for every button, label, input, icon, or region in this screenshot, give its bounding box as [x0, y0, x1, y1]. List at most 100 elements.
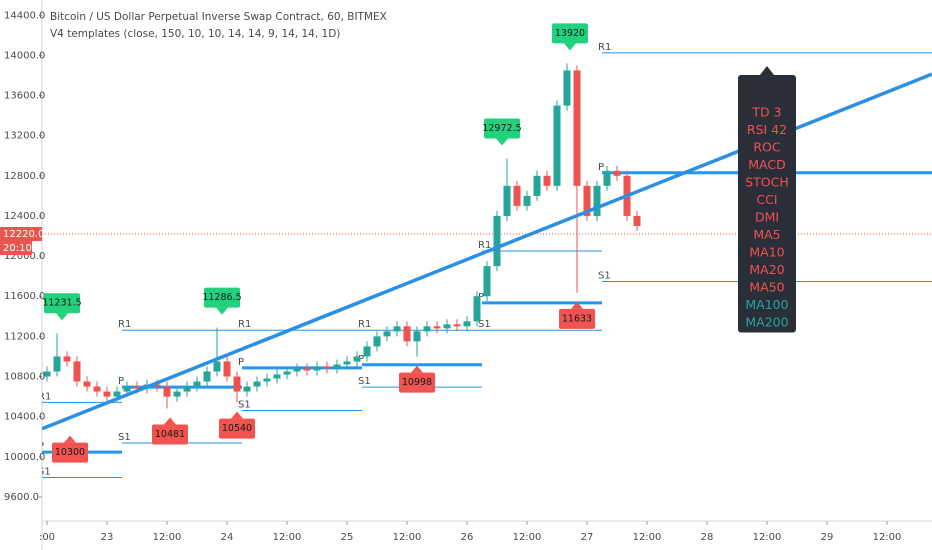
pivot-label: S1	[598, 270, 611, 281]
price-label-pointer	[411, 365, 423, 373]
pivot-label: P	[598, 162, 604, 173]
candle-body	[403, 326, 411, 342]
y-tick-label: 10400.0	[4, 412, 45, 423]
y-tick-label: 12400.0	[4, 211, 45, 222]
x-tick-label: 23	[101, 532, 114, 543]
x-tick-label: 25	[341, 532, 354, 543]
price-label-pointer	[231, 411, 243, 419]
price-label: 10481	[152, 417, 188, 445]
y-tick-label: 14400.0	[4, 10, 45, 21]
price-label: 10300	[52, 435, 88, 463]
last-price-box	[0, 227, 42, 242]
x-tick-label: 12:00	[633, 532, 662, 543]
price-label-text: 10481	[155, 429, 185, 440]
pivot-label: R1	[118, 319, 131, 330]
x-tick-label: 24	[221, 532, 234, 543]
indicator-text: MACD	[748, 157, 785, 172]
pivot-label: P	[118, 376, 124, 387]
candle-body	[153, 384, 161, 387]
candle-body	[633, 215, 641, 226]
price-label: 12972.5	[482, 118, 522, 146]
price-label: 11286.5	[202, 287, 242, 315]
candle-body	[463, 321, 471, 327]
price-label-text: 10540	[222, 423, 252, 434]
x-tick-label: 12:00	[753, 532, 782, 543]
y-tick-label: 12800.0	[4, 171, 45, 182]
price-label-box	[219, 418, 255, 439]
pivot-label: P	[478, 292, 484, 303]
price-label-pointer	[564, 43, 576, 51]
candle-body	[43, 371, 51, 377]
pivot-label: P	[38, 441, 44, 452]
indicator-text: MA50	[749, 280, 784, 295]
x-tick-label: 28	[701, 532, 714, 543]
panel-pointer	[760, 66, 774, 75]
pivot-label: P	[358, 354, 364, 365]
candle-body	[183, 386, 191, 392]
price-label-pointer	[164, 417, 176, 425]
pivot-label: S1	[118, 432, 131, 443]
price-label-box	[204, 287, 240, 308]
chart-title: Bitcoin / US Dollar Perpetual Inverse Sw…	[50, 11, 387, 23]
y-tick-label: 10000.0	[4, 452, 45, 463]
candle-body	[453, 324, 461, 327]
y-tick-label: 13600.0	[4, 91, 45, 102]
price-label-box	[52, 442, 88, 463]
candle-body	[303, 368, 311, 371]
indicator-text: DMI	[755, 210, 779, 225]
price-label-pointer	[571, 301, 583, 309]
indicator-text: TD 3	[751, 105, 781, 120]
y-tick-label: 10800.0	[4, 372, 45, 383]
candle-body	[373, 336, 381, 347]
indicator-text: CCI	[756, 192, 777, 207]
price-label: 11231.5	[42, 293, 82, 321]
price-label-text: 13920	[555, 28, 585, 39]
candle-body	[473, 296, 481, 322]
y-tick-label: 14000.0	[4, 50, 45, 61]
candle-body	[93, 386, 101, 392]
candle-body	[413, 331, 421, 342]
candle-body	[203, 371, 211, 382]
y-tick-label: 11200.0	[4, 331, 45, 342]
candle-body	[313, 366, 321, 371]
candle-body	[73, 361, 81, 382]
y-tick-label: 12000.0	[4, 251, 45, 262]
candle-body	[193, 381, 201, 387]
candle-body	[553, 105, 561, 186]
price-label-box	[152, 424, 188, 445]
candle-body	[383, 331, 391, 337]
indicator-text: STOCH	[745, 175, 789, 190]
candle-body	[513, 185, 521, 206]
pivot-label: S1	[478, 319, 491, 330]
candle-body	[523, 195, 531, 206]
candle-body	[283, 371, 291, 375]
price-label-text: 10300	[55, 447, 85, 458]
x-tick-label: 12:00	[513, 532, 542, 543]
plot-area: R1 P S1 R1 P S1 R1 P S1 R1 P S1 R1 P S1 R1 P S1	[38, 42, 932, 479]
price-label-pointer	[216, 307, 228, 315]
candle-body	[173, 391, 181, 397]
y-tick-label: 9600.0	[4, 492, 39, 503]
x-tick-label: 29	[821, 532, 834, 543]
price-label: 10998	[399, 365, 435, 393]
candle-body	[393, 326, 401, 332]
candle-body	[493, 215, 501, 267]
price-label: 10540	[219, 411, 255, 439]
pivot-label: R1	[478, 240, 491, 251]
candle-body	[113, 391, 121, 397]
indicator-text: RSI 42	[747, 122, 787, 137]
indicator-panel	[738, 75, 796, 333]
candle-body	[533, 175, 541, 196]
candle-body	[253, 381, 261, 387]
pivot-label: S1	[238, 400, 251, 411]
price-label-pointer	[56, 313, 68, 321]
last-price-label: 12220.0	[3, 229, 44, 240]
price-label-pointer	[496, 138, 508, 146]
price-label-box	[484, 118, 520, 139]
indicator-text: MA5	[753, 227, 780, 242]
candle-body	[563, 70, 571, 106]
indicator-text: ROC	[753, 140, 781, 155]
x-tick-label: 12:00	[393, 532, 422, 543]
candle-body	[163, 386, 171, 397]
